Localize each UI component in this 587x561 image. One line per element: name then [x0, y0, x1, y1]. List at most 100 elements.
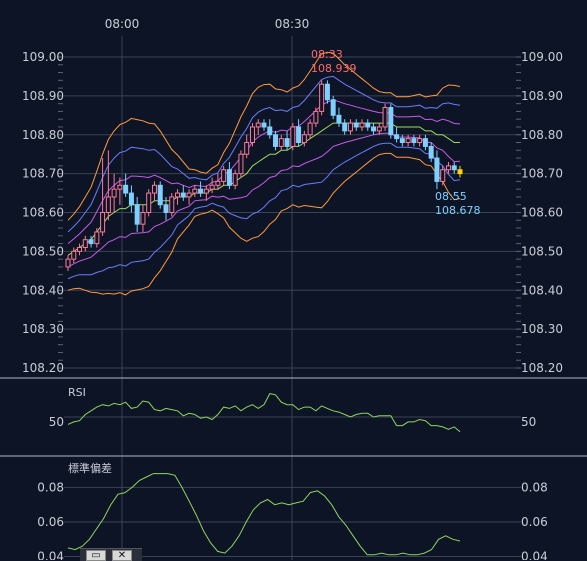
- high-time-label: 08:33: [311, 48, 343, 61]
- candle-body: [146, 192, 152, 213]
- candle-body: [180, 192, 186, 198]
- candle-body: [186, 192, 192, 198]
- candle-body: [198, 188, 204, 194]
- price-tick-right: 108.30: [521, 322, 563, 336]
- price-tick-right: 108.90: [521, 89, 563, 103]
- candle-body: [301, 134, 307, 144]
- candle-body: [422, 138, 428, 147]
- price-tick-left: 108.90: [22, 89, 64, 103]
- candlesticks: [65, 80, 463, 271]
- candle-body: [290, 126, 296, 147]
- price-tick-right: 108.80: [521, 128, 563, 142]
- candle-body: [445, 165, 451, 171]
- candle-body: [255, 122, 261, 128]
- stddev-tick-left: 0.08: [37, 480, 64, 494]
- stddev-label: 標準偏差: [68, 461, 112, 475]
- candle-body: [336, 114, 342, 124]
- candle-body: [394, 134, 400, 140]
- price-tick-right: 108.20: [521, 361, 563, 375]
- stddev-tick-left: 0.04: [37, 550, 64, 560]
- rsi-tick-right: 50: [521, 415, 536, 429]
- rsi-tick-left: 50: [49, 415, 64, 429]
- low-value-label: 108.678: [435, 204, 481, 217]
- candle-body: [261, 122, 267, 128]
- price-tick-left: 108.50: [22, 244, 64, 258]
- candle-body: [434, 157, 440, 182]
- candle-body: [232, 173, 238, 186]
- candle-body: [151, 184, 157, 194]
- band-minus-2sd: [67, 142, 461, 280]
- candle-body: [128, 192, 134, 206]
- candle-body: [411, 138, 417, 144]
- price-tick-left: 108.20: [22, 361, 64, 375]
- candle-body: [284, 138, 290, 147]
- panel-borders: [0, 377, 587, 457]
- candle-body: [307, 122, 313, 136]
- candle-body: [347, 122, 353, 132]
- candle-body: [388, 107, 394, 136]
- candle-body: [134, 204, 140, 225]
- candle-body: [88, 239, 94, 245]
- stddev-tick-right: 0.06: [521, 515, 548, 529]
- price-tick-left: 108.60: [22, 206, 64, 220]
- candle-body: [417, 138, 423, 144]
- candle-body: [399, 138, 405, 144]
- price-tick-left: 108.80: [22, 128, 64, 142]
- price-annotations: 08:33 108.939 08:55 108.678: [311, 48, 481, 217]
- candle-body: [376, 126, 382, 132]
- candle-body: [65, 258, 71, 268]
- candle-body: [244, 142, 250, 155]
- candle-body: [77, 246, 83, 252]
- candle-body: [94, 231, 100, 245]
- rsi-label: RSI: [68, 386, 86, 399]
- candle-body: [273, 134, 279, 147]
- candle-body: [267, 126, 273, 136]
- candle-body: [319, 83, 325, 112]
- low-time-label: 08:55: [435, 190, 467, 203]
- candle-body: [169, 196, 175, 213]
- candle-body: [163, 204, 169, 214]
- candle-body: [111, 188, 117, 198]
- candle-body: [140, 212, 146, 225]
- candle-body: [238, 153, 244, 175]
- candle-body: [342, 122, 348, 132]
- candle-body: [123, 184, 129, 194]
- candle-body: [215, 180, 221, 186]
- candle-body: [82, 239, 88, 248]
- close-icon[interactable]: ✕: [112, 550, 132, 561]
- price-tick-right: 108.50: [521, 244, 563, 258]
- price-tick-left: 109.00: [22, 50, 64, 64]
- band-plus-1sd: [67, 99, 461, 244]
- candle-body: [440, 169, 446, 182]
- candle-body: [405, 138, 411, 144]
- price-tick-left: 108.70: [22, 167, 64, 181]
- stddev-tick-left: 0.06: [37, 515, 64, 529]
- stddev-ticks: 0.08 0.08 0.06 0.06 0.04 0.04: [37, 480, 547, 560]
- bottom-toolbar: ▭ ✕: [80, 548, 142, 561]
- band-plus-2sd: [67, 75, 461, 233]
- high-value-label: 108.939: [311, 62, 357, 75]
- price-tick-right: 108.70: [521, 167, 563, 181]
- candle-body: [353, 122, 359, 128]
- price-tick-left: 108.40: [22, 283, 64, 297]
- candle-body: [226, 169, 232, 186]
- main-y-axis: 109.00 109.00 108.90 108.90 108.80 108.80 108.…: [22, 50, 563, 375]
- candle-body: [203, 188, 209, 194]
- candle-body: [278, 138, 284, 147]
- rsi-panel: RSI 50 50: [49, 386, 536, 433]
- candle-body: [221, 169, 227, 182]
- stddev-line: [67, 473, 461, 556]
- candle-body: [100, 212, 106, 233]
- candle-body: [157, 184, 163, 206]
- time-label-0800: 08:00: [105, 17, 140, 31]
- time-labels: 08:00 08:30: [105, 17, 310, 31]
- candle-body: [209, 184, 215, 190]
- price-tick-right: 108.40: [521, 283, 563, 297]
- candle-body: [451, 165, 457, 171]
- candle-body: [175, 192, 181, 198]
- screenshot-icon[interactable]: ▭: [86, 550, 106, 561]
- candle-body: [249, 126, 255, 144]
- candle-body: [382, 107, 388, 128]
